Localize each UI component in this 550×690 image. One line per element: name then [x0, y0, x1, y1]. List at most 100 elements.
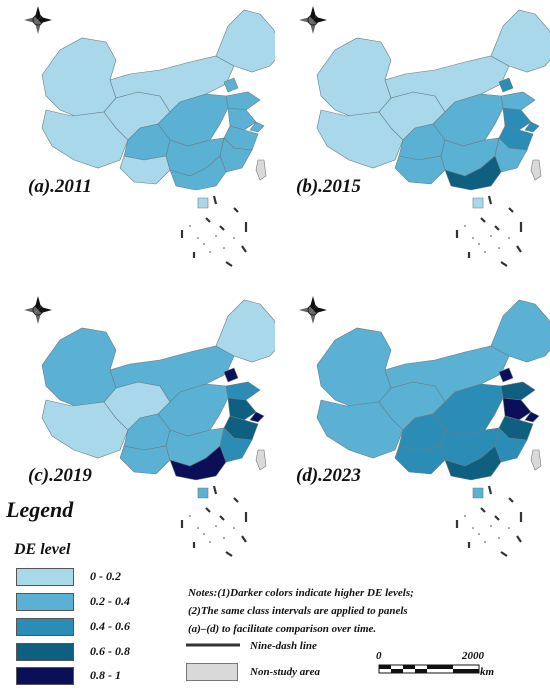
legend-item: 0.6 - 0.8 [16, 643, 176, 661]
nine-dash-segment [205, 507, 211, 513]
nine-dash-segment [487, 195, 493, 205]
nine-dash-segment [487, 485, 493, 495]
nine-dash-segment [205, 217, 211, 223]
island-dot [215, 235, 217, 237]
region-jiangsu [227, 107, 257, 131]
legend-label: 0.6 - 0.8 [90, 644, 130, 658]
island-dot [498, 247, 500, 249]
island-dot [478, 243, 480, 245]
map-panel-2023 [275, 290, 550, 580]
island-dot [478, 533, 480, 535]
legend-subtitle: DE level [14, 541, 71, 558]
non-study-key-label: Non-study area [250, 666, 320, 678]
region-inner-mongolia [109, 55, 235, 113]
nine-dash-segment [212, 485, 218, 495]
region-southwest [394, 445, 446, 475]
scale-end-label: 2000 [462, 650, 484, 662]
region-hainan [197, 487, 209, 499]
legend-swatch [16, 618, 74, 636]
island-dot [498, 537, 500, 539]
region-guangdong [169, 445, 227, 481]
island-dot [490, 235, 492, 237]
island-dot [233, 237, 235, 239]
region-shandong [500, 381, 536, 401]
region-northeast [215, 9, 275, 73]
nine-dash-segment [480, 507, 486, 513]
nine-dash-segment [516, 245, 522, 253]
nine-dash-segment [241, 245, 247, 253]
nine-dash-segment [233, 497, 239, 503]
scale-unit-label: km [480, 666, 495, 678]
nine-dash-segment [494, 515, 500, 521]
map-panel-2011 [0, 0, 275, 290]
legend-label: 0 - 0.2 [90, 569, 121, 583]
island-dot [464, 225, 466, 227]
region-shanghai [249, 121, 265, 133]
region-jiangsu [502, 107, 532, 131]
compass-rose-icon [299, 6, 327, 34]
island-dot [508, 527, 510, 529]
notes-line-2: (2)The same class intervals are applied … [188, 605, 408, 617]
legend-item: 0.2 - 0.4 [16, 593, 176, 611]
region-shanghai [249, 411, 265, 423]
region-beijing [498, 367, 514, 383]
compass-rose-icon [299, 296, 327, 324]
nine-dash-key-label: Nine-dash line [250, 640, 317, 652]
island-dot [203, 243, 205, 245]
panel-label-2011: (a).2011 [28, 176, 92, 197]
island-dot [490, 525, 492, 527]
nine-dash-segment [225, 261, 233, 267]
nine-dash-segment [500, 261, 508, 267]
compass-rose-icon [24, 6, 52, 34]
map-panel-2015 [275, 0, 550, 290]
legend-label: 0.8 - 1 [90, 668, 121, 682]
region-guangdong [169, 155, 227, 191]
nine-dash-segment [494, 225, 500, 231]
notes-line-3: (a)–(d) to facilitate comparison over ti… [188, 623, 377, 635]
island-dot [484, 541, 486, 543]
region-northeast [215, 299, 275, 363]
island-dot [197, 527, 199, 529]
island-dot [472, 527, 474, 529]
region-shanghai [524, 411, 540, 423]
region-tibet [41, 109, 129, 169]
legend-label: 0.4 - 0.6 [90, 619, 130, 633]
nine-dash-segment [480, 217, 486, 223]
nine-dash-segment [508, 497, 514, 503]
region-jiangsu [227, 397, 257, 421]
region-southwest [394, 155, 446, 185]
nine-dash-segment [500, 551, 508, 557]
island-dot [508, 237, 510, 239]
region-northeast [490, 9, 550, 73]
island-dot [484, 251, 486, 253]
legend-item: 0 - 0.2 [16, 568, 176, 586]
legend-item: 0.8 - 1 [16, 667, 176, 685]
scale-start-label: 0 [376, 650, 382, 662]
region-tibet [316, 109, 404, 169]
region-xinjiang [41, 37, 117, 119]
island-dot [197, 237, 199, 239]
region-guangdong [444, 155, 502, 191]
legend-label: 0.2 - 0.4 [90, 594, 130, 608]
legend-swatch [16, 643, 74, 661]
panel-label-2015: (b).2015 [296, 176, 361, 197]
island-dot [189, 225, 191, 227]
island-dot [464, 515, 466, 517]
legend-item: 0.4 - 0.6 [16, 618, 176, 636]
region-beijing [498, 77, 514, 93]
island-dot [189, 515, 191, 517]
non-study-area [255, 159, 267, 181]
island-dot [472, 237, 474, 239]
nine-dash-segment [233, 207, 239, 213]
region-inner-mongolia [384, 55, 510, 113]
non-study-area [255, 449, 267, 471]
china-map [24, 6, 275, 267]
nine-dash-segment [219, 225, 225, 231]
region-beijing [223, 367, 239, 383]
region-tibet [41, 399, 129, 459]
nine-dash-segment [225, 551, 233, 557]
nine-dash-key-line [186, 643, 240, 647]
panel-label-2023: (d).2023 [296, 465, 361, 486]
region-hainan [472, 197, 484, 209]
legend-swatch [16, 667, 74, 685]
